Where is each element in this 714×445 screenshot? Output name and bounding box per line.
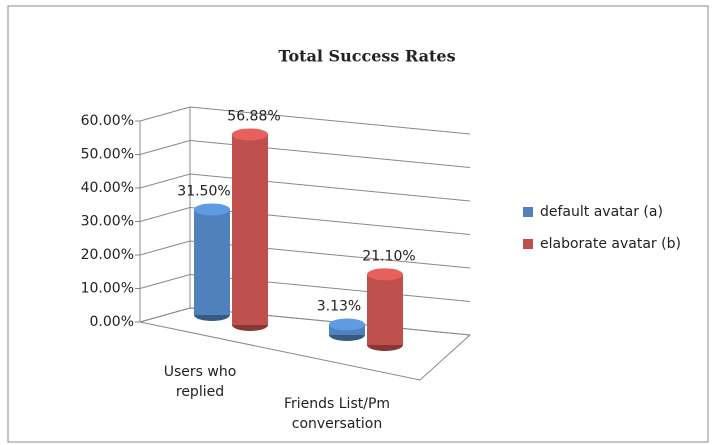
data-label: 21.10% (362, 248, 415, 264)
data-label: 31.50% (177, 183, 230, 199)
cylinder-top (194, 203, 230, 216)
y-tick-label: 30.00% (81, 214, 134, 230)
legend-label: elaborate avatar (b) (540, 236, 681, 252)
cylinder-body (232, 134, 268, 325)
legend-label: default avatar (a) (540, 204, 663, 220)
x-tick-label: Friends List/Pm conversation (283, 396, 391, 432)
data-label: 3.13% (317, 299, 361, 315)
cylinder (232, 128, 268, 331)
legend-swatch (523, 239, 533, 249)
grid-line (139, 106, 471, 135)
chart-border (7, 5, 709, 443)
cylinder (329, 318, 365, 341)
cylinder-top (329, 318, 365, 331)
y-tick-label: 60.00% (81, 113, 134, 129)
y-tick-label: 40.00% (81, 180, 134, 196)
cylinder (367, 268, 403, 351)
y-tick-label: 20.00% (81, 247, 134, 263)
grid-line (139, 240, 471, 269)
y-tick-label: 50.00% (81, 147, 134, 163)
cylinder (194, 203, 230, 321)
chart-title: Total Success Rates (278, 47, 455, 66)
grid-line (139, 307, 471, 336)
y-tick-label: 0.00% (90, 314, 134, 330)
legend-swatch (523, 207, 533, 217)
cylinder-body (367, 274, 403, 345)
y-tick-label: 10.00% (81, 281, 134, 297)
grid-line (139, 139, 471, 168)
grid-line (139, 173, 471, 202)
x-tick-label: Users who replied (163, 364, 237, 400)
cylinder-top (232, 128, 268, 141)
cylinder-top (367, 268, 403, 281)
data-label: 56.88% (227, 108, 280, 124)
cylinder-body (194, 209, 230, 315)
grid-line (139, 206, 471, 235)
